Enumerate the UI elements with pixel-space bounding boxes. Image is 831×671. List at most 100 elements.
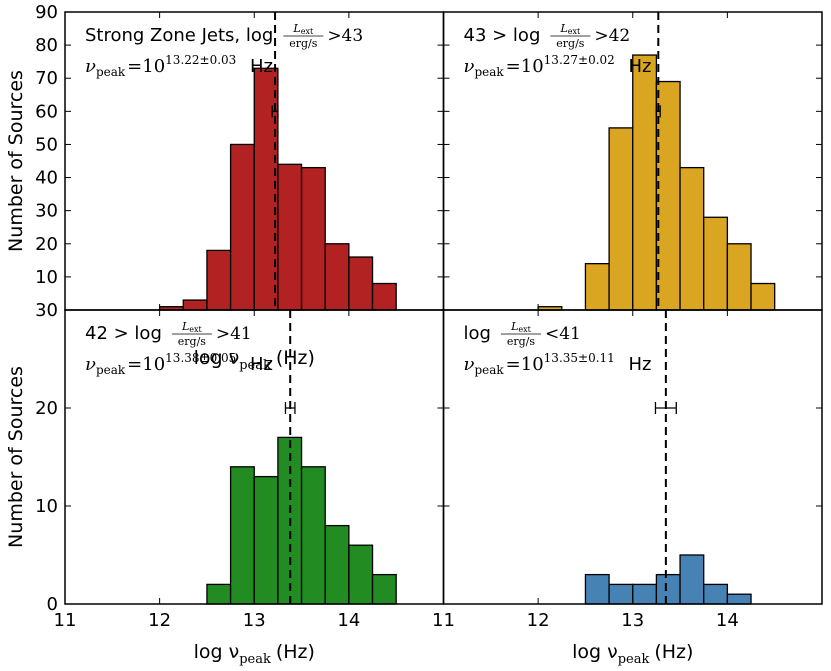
peak-exp: 13.38 [165,351,199,365]
nu-eq: =10 [506,56,544,77]
nu: ν [464,56,475,77]
y-tick-label: 20 [35,398,58,419]
x-label-text: log ν [572,641,618,663]
x-tick-label: 14 [337,610,360,631]
fraction-num-sub: ext [568,27,581,36]
bar [608,127,634,311]
annotation-suffix: >42 [594,26,630,46]
fraction-num-main: L [292,22,300,35]
bar [655,573,681,605]
annotation-suffix: >43 [327,26,363,46]
y-tick-label: 0 [47,594,58,615]
bar [300,166,326,311]
nu-eq: =10 [506,354,544,375]
fraction-num: Lext [559,22,581,36]
fraction-num-sub: ext [301,27,314,36]
annotation: 42 > log [85,323,162,344]
error-bar [655,105,661,118]
peak-annotation: νpeak =1013.35±0.11 [464,351,615,377]
x-label-text: log ν [194,347,240,369]
y-tick-label: 20 [35,234,58,255]
y-tick-label: 30 [35,201,58,222]
bar [206,249,232,311]
error-bar [284,402,296,414]
y-tick-label: 30 [35,300,58,321]
fraction-den: erg/s [178,335,207,348]
bar [348,544,374,605]
bar [324,243,350,311]
y-tick-label: 10 [35,496,58,517]
nu-sub: peak [96,65,126,79]
x-axis-label: log νpeak (Hz) [194,641,315,667]
nu-sub: peak [474,65,504,79]
peak-err-exp: ±0.03 [200,53,237,67]
annotation-prefix: 42 > log [85,323,162,344]
peak-annotation: νpeak =1013.38±0.05 [85,351,236,377]
bar [726,243,752,311]
nu-sub: peak [474,363,504,377]
fraction-num-sub: ext [518,325,531,334]
bar [703,583,729,605]
peak-annotation: νpeak =1013.27±0.02 [464,53,615,79]
peak-exp: 13.35 [544,351,578,365]
fraction-num-main: L [181,320,189,333]
bar [371,573,397,605]
annotation-prefix: log [464,323,491,344]
fraction-den: erg/s [556,37,585,50]
bar [750,282,776,311]
annotation-suffix: <41 [545,324,581,344]
fraction-den: erg/s [507,335,536,348]
fraction-num-main: L [559,22,567,35]
annotation-suffix: >41 [216,324,252,344]
bar [726,593,752,605]
axes-frame [442,309,823,605]
x-tick-label: 12 [148,610,171,631]
bar [229,466,255,605]
x-axis-label: log νpeak (Hz) [572,641,693,667]
annotation-prefix: 43 > log [464,25,541,46]
bar [348,256,374,311]
peak-unit: Hz [250,56,273,77]
annotation: log [464,323,491,344]
peak-exp: 13.27 [544,53,578,67]
annotation-prefix: Strong Zone Jets, log [85,25,273,46]
x-tick-label: 12 [527,610,550,631]
annotation: Strong Zone Jets, log [85,25,273,46]
peak-annotation: νpeak =1013.22±0.03 [85,53,236,79]
fraction-num: Lext [292,22,314,36]
x-label-unit: (Hz) [276,641,315,663]
fraction-den: erg/s [289,37,318,50]
x-label-unit: (Hz) [276,347,315,369]
bar [324,524,350,605]
annotation: 43 > log [464,25,541,46]
bar [206,583,232,605]
nu: ν [464,354,475,375]
nu-sub: peak [96,363,126,377]
fraction-num-main: L [510,320,518,333]
peak-exp: 13.22 [165,53,199,67]
x-tick-label: 11 [54,610,77,631]
fraction-num: Lext [181,320,203,334]
peak-err-exp: ±0.11 [578,351,615,365]
bar [182,299,208,311]
peak-unit: Hz [629,56,652,77]
peak-err-exp: ±0.05 [200,351,237,365]
nu: ν [85,56,96,77]
bar [632,54,658,311]
bar [277,163,303,311]
bar [584,573,610,605]
x-label-sub: peak [618,652,650,667]
bar [632,583,658,605]
bar [679,166,705,311]
bar [229,143,255,311]
x-tick-label: 13 [243,610,266,631]
fraction-num-sub: ext [189,325,202,334]
y-tick-label: 80 [35,35,58,56]
nu-eq: =10 [127,354,165,375]
x-axis-label: log νpeak (Hz) [194,347,315,373]
nu-eq: =10 [127,56,165,77]
peak-err-exp: ±0.02 [578,53,615,67]
x-tick-label: 13 [621,610,644,631]
fraction-num: Lext [510,320,532,334]
